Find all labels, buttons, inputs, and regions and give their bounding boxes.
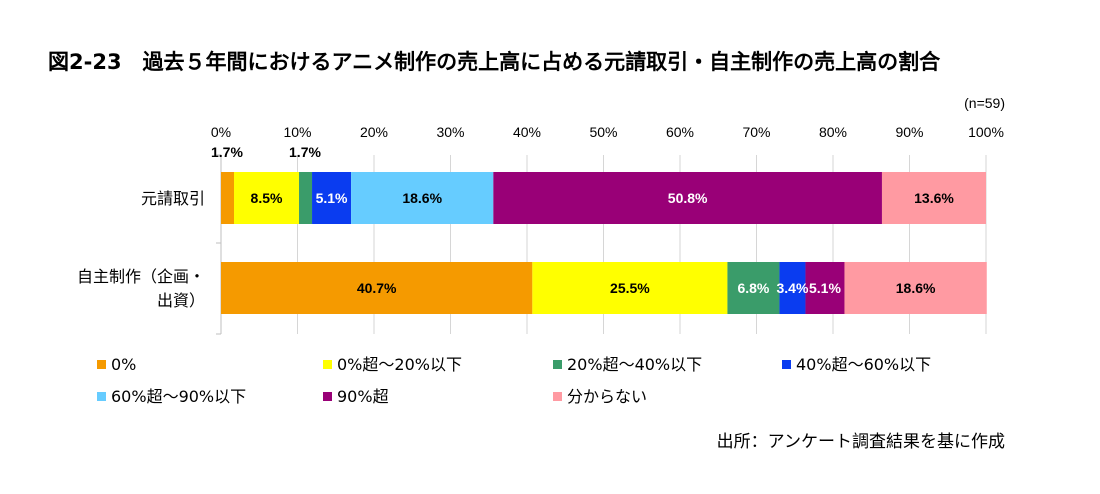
- bar-segment: [881, 172, 986, 224]
- legend-swatch: [97, 360, 106, 369]
- chart-title: 図2-23 過去５年間におけるアニメ制作の売上高に占める元請取引・自主制作の売上…: [48, 50, 941, 74]
- segment-label: 6.8%: [737, 280, 769, 296]
- legend-swatch: [782, 360, 791, 369]
- category-label: 元請取引: [141, 189, 205, 208]
- bar-segments: [221, 172, 987, 314]
- bar-segment: [779, 262, 806, 314]
- legend-label: 0%超～20%以下: [337, 355, 462, 374]
- x-tick-label: 80%: [819, 124, 847, 140]
- sample-size-note: (n=59): [964, 95, 1005, 111]
- legend-swatch: [97, 392, 106, 401]
- legend-label: 0%: [111, 355, 136, 374]
- x-tick-label: 10%: [283, 124, 311, 140]
- segment-label: 1.7%: [289, 144, 321, 160]
- bar-segment: [299, 172, 313, 224]
- category-axis: [216, 154, 222, 335]
- x-tick-label: 40%: [513, 124, 541, 140]
- legend-swatch: [553, 360, 562, 369]
- x-tick-label: 60%: [666, 124, 694, 140]
- category-label: 出資）: [157, 291, 205, 310]
- bar-segment: [351, 172, 494, 224]
- x-tick-label: 70%: [742, 124, 770, 140]
- legend: 0% 0%超～20%以下 20%超～40%以下 40%超～60%以下 60%超～90%以…: [97, 355, 931, 406]
- x-tick-labels: 0% 10% 20% 30% 40% 50% 60% 70% 80% 90% 100%: [211, 124, 1004, 140]
- legend-label: 分からない: [567, 387, 647, 406]
- legend-swatch: [323, 360, 332, 369]
- bar-segment: [727, 262, 780, 314]
- bar-segment: [312, 172, 352, 224]
- bar-segment: [493, 172, 882, 224]
- bar-segment: [532, 262, 728, 314]
- legend-swatch: [323, 392, 332, 401]
- segment-label: 25.5%: [610, 280, 650, 296]
- segment-label: 1.7%: [211, 144, 243, 160]
- segment-label: 5.1%: [316, 190, 348, 206]
- segment-labels: 1.7% 8.5% 1.7% 5.1% 18.6% 50.8% 13.6% 40.7% 25.5…: [211, 144, 954, 296]
- segment-label: 18.6%: [896, 280, 936, 296]
- segment-label: 8.5%: [251, 190, 283, 206]
- bar-segment: [221, 262, 533, 314]
- legend-label: 40%超～60%以下: [796, 355, 931, 374]
- bar-segment: [844, 262, 987, 314]
- legend-label: 20%超～40%以下: [567, 355, 702, 374]
- segment-label: 40.7%: [357, 280, 397, 296]
- category-label: 自主制作（企画・: [77, 267, 205, 286]
- bar-segment: [221, 172, 235, 224]
- legend-swatch: [553, 392, 562, 401]
- segment-label: 50.8%: [668, 190, 708, 206]
- x-tick-label: 50%: [589, 124, 617, 140]
- x-tick-label: 0%: [211, 124, 231, 140]
- x-tick-label: 20%: [360, 124, 388, 140]
- bar-segment: [234, 172, 300, 224]
- bar-segment: [805, 262, 845, 314]
- x-tick-label: 90%: [895, 124, 923, 140]
- source-note: 出所：アンケート調査結果を基に作成: [716, 432, 1005, 452]
- segment-label: 18.6%: [402, 190, 442, 206]
- legend-label: 90%超: [337, 387, 389, 406]
- x-tick-label: 30%: [436, 124, 464, 140]
- x-tick-label: 100%: [968, 124, 1004, 140]
- segment-label: 3.4%: [776, 280, 808, 296]
- segment-label: 13.6%: [914, 190, 954, 206]
- segment-label: 5.1%: [809, 280, 841, 296]
- legend-label: 60%超～90%以下: [111, 387, 246, 406]
